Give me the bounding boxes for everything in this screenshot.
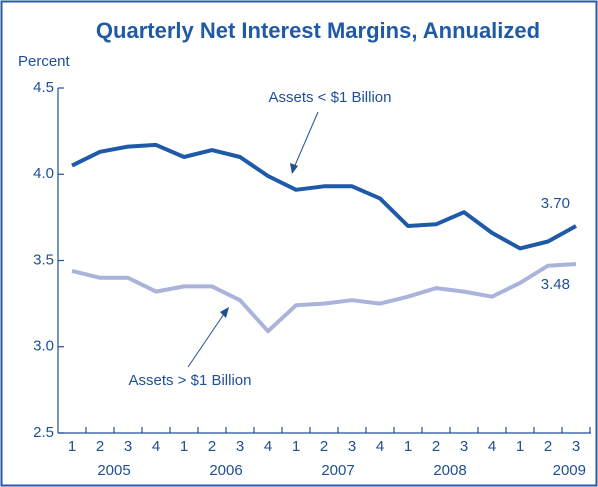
x-tick-label: 1: [404, 438, 412, 455]
x-tick-label: 2: [96, 438, 104, 455]
x-tick-label: 2: [208, 438, 216, 455]
x-tick-label: 4: [376, 438, 384, 455]
series-line: [71, 262, 577, 334]
y-tick-label: 4.5: [33, 79, 54, 96]
year-label: 2009: [553, 462, 586, 479]
x-tick-label: 2: [320, 438, 328, 455]
y-tick-label: 4.0: [33, 165, 54, 182]
x-tick-label: 4: [152, 438, 160, 455]
annotation-arrow: [187, 310, 227, 368]
y-tick-label: 2.5: [33, 424, 54, 441]
year-label: 2006: [209, 462, 242, 479]
x-tick-label: 1: [516, 438, 524, 455]
arrow-head: [290, 163, 298, 174]
value-label: 3.70: [541, 195, 570, 212]
series-annotation: Assets < $1 Billion: [269, 89, 392, 106]
x-tick-label: 3: [460, 438, 468, 455]
x-tick-label: 3: [124, 438, 132, 455]
series-annotation: Assets > $1 Billion: [129, 372, 252, 389]
x-tick-label: 3: [572, 438, 580, 455]
arrow-head: [220, 307, 229, 318]
y-tick-label: 3.0: [33, 338, 54, 355]
y-tick-label: 3.5: [33, 251, 54, 268]
y-axis-label: Percent: [18, 53, 71, 70]
chart-title: Quarterly Net Interest Margins, Annualiz…: [96, 18, 540, 43]
x-tick-label: 2: [544, 438, 552, 455]
x-tick-label: 1: [180, 438, 188, 455]
year-label: 2007: [321, 462, 354, 479]
x-tick-label: 2: [432, 438, 440, 455]
year-label: 2005: [97, 462, 130, 479]
x-tick-label: 1: [292, 438, 300, 455]
x-tick-label: 4: [264, 438, 272, 455]
annotation-arrow: [292, 111, 319, 171]
series-line: [71, 142, 577, 251]
x-tick-label: 3: [348, 438, 356, 455]
year-label: 2008: [433, 462, 466, 479]
x-tick-label: 4: [488, 438, 496, 455]
value-label: 3.48: [541, 276, 570, 293]
x-tick-label: 1: [68, 438, 76, 455]
x-tick-label: 3: [236, 438, 244, 455]
